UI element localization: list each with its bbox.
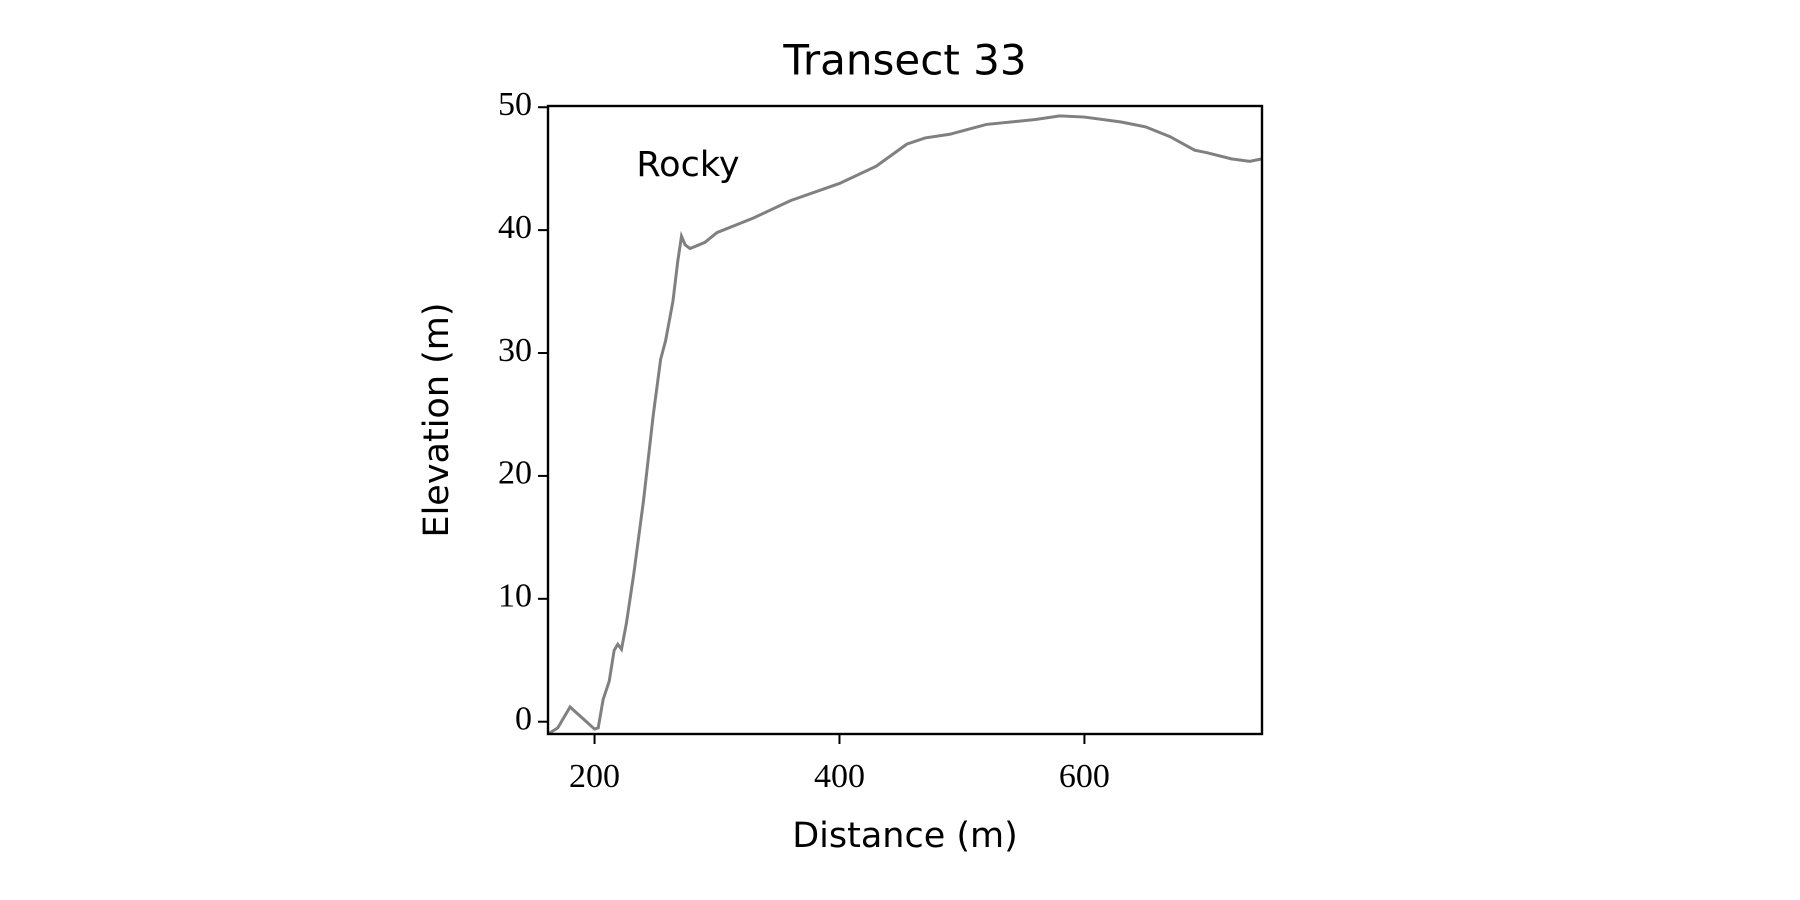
y-tick-label: 0 <box>515 701 532 738</box>
annotation: Rocky <box>636 145 739 185</box>
x-tick-label: 200 <box>569 758 620 795</box>
x-tick-label: 600 <box>1059 758 1110 795</box>
y-tick-label: 50 <box>498 86 532 123</box>
y-tick-label: 40 <box>498 209 532 246</box>
plot-frame <box>546 104 1264 736</box>
x-tick-label: 400 <box>814 758 865 795</box>
y-tick-label: 30 <box>498 332 532 369</box>
y-tick-label: 10 <box>498 578 532 615</box>
y-tick-label: 20 <box>498 455 532 492</box>
line <box>547 114 1263 736</box>
y-axis-label: Elevation (m) <box>417 302 457 537</box>
chart-title: Transect 33 <box>782 36 1026 85</box>
x-axis-label: Distance (m) <box>792 816 1018 856</box>
